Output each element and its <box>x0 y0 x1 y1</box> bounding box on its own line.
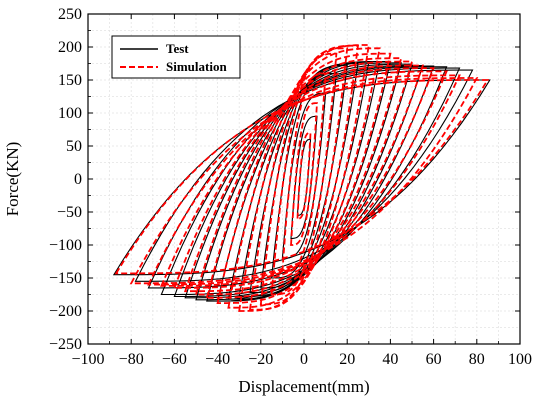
legend: Test Simulation <box>111 35 241 79</box>
x-tick-label: −100 <box>71 351 104 368</box>
y-tick-label: 100 <box>58 105 82 122</box>
hysteresis-loop <box>227 47 381 309</box>
x-tick-label: 100 <box>508 351 532 368</box>
hysteresis-loop <box>129 77 479 285</box>
y-tick-label: −200 <box>49 303 82 320</box>
hysteresis-loop <box>290 102 318 246</box>
y-axis-title: Force(KN) <box>3 142 22 217</box>
x-tick-label: 40 <box>382 351 398 368</box>
y-tick-label: −50 <box>57 204 82 221</box>
hysteresis-loop <box>259 47 349 306</box>
y-tick-label: −250 <box>49 336 82 353</box>
hysteresis-loop <box>183 64 425 293</box>
hysteresis-loop <box>112 79 491 276</box>
hysteresis-loop <box>296 131 312 220</box>
hysteresis-loop <box>270 52 338 296</box>
y-tick-label: 250 <box>58 6 82 23</box>
x-tick-label: 0 <box>300 351 308 368</box>
hysteresis-loop <box>147 67 461 289</box>
hysteresis-loop <box>147 74 461 286</box>
x-tick-label: 80 <box>469 351 485 368</box>
x-tick-label: −60 <box>162 351 187 368</box>
legend-box <box>111 35 241 79</box>
hysteresis-loop <box>216 52 392 304</box>
hysteresis-loop <box>238 44 370 312</box>
x-tick-label: 60 <box>426 351 442 368</box>
hysteresis-loop <box>270 72 338 279</box>
y-tick-label: 150 <box>58 72 82 89</box>
x-tick-label: −20 <box>248 351 273 368</box>
legend-label-test: Test <box>166 41 189 56</box>
y-tick-label: 0 <box>74 171 82 188</box>
hysteresis-loop <box>173 67 435 289</box>
x-tick-label: 20 <box>339 351 355 368</box>
legend-label-simulation: Simulation <box>166 59 227 74</box>
series-layer <box>112 44 491 312</box>
ticks: −100 −80 −60 −40 −20 0 20 40 60 80 100−250−200−150… <box>49 6 532 368</box>
y-tick-label: −150 <box>49 270 82 287</box>
y-tick-label: 50 <box>66 138 82 155</box>
hysteresis-loop <box>194 60 414 296</box>
y-tick-label: −100 <box>49 237 82 254</box>
hysteresis-loop <box>114 79 490 275</box>
x-tick-label: −80 <box>119 351 144 368</box>
series-simulation <box>114 44 490 312</box>
x-axis-title: Displacement(mm) <box>238 377 369 396</box>
x-tick-label: −40 <box>205 351 230 368</box>
grid <box>88 14 520 344</box>
y-tick-label: 200 <box>58 39 82 56</box>
hysteresis-loop <box>160 70 448 287</box>
hysteresis-loop <box>205 57 403 299</box>
